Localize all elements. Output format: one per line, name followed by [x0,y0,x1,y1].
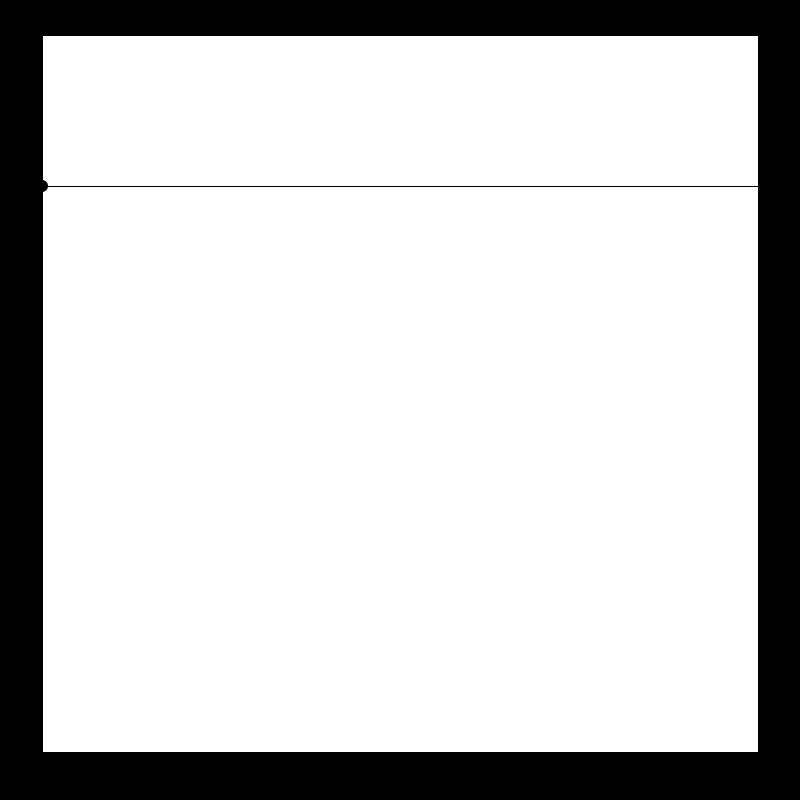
frame-bar-bottom [0,752,800,800]
frame-bar-top [0,0,800,36]
crosshair-horizontal [42,186,758,187]
crosshair-marker [36,180,48,192]
frame-bar-left [0,0,42,800]
heatmap-canvas [42,36,342,186]
crosshair-vertical [42,36,43,752]
plot-area [42,36,758,752]
frame-bar-right [758,0,800,800]
figure-container [0,0,800,800]
